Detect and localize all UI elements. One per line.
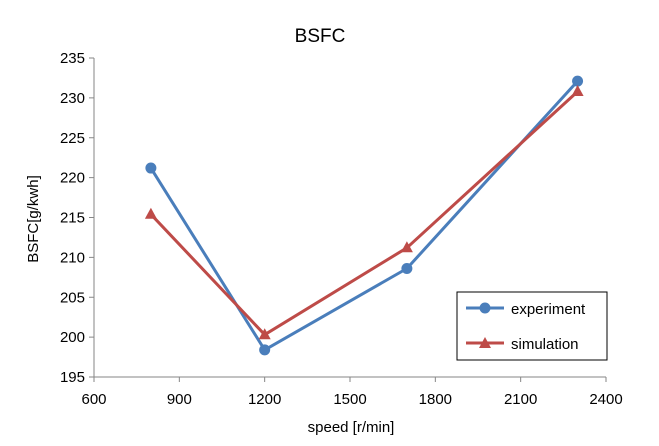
y-axis: 195 200 205 210 215 220 225 230 235 (60, 50, 95, 386)
y-tick-label: 235 (60, 50, 85, 67)
data-point-simulation (144, 207, 157, 219)
data-point-experiment (401, 263, 413, 275)
y-tick-label: 195 (60, 369, 85, 386)
legend-box (456, 291, 608, 361)
y-tick-label: 220 (60, 170, 85, 187)
x-tick-label: 2100 (504, 391, 537, 408)
x-tick-label: 1500 (333, 391, 366, 408)
legend-marker-experiment (479, 302, 491, 314)
y-tick-label: 205 (60, 289, 85, 306)
x-tick-label: 900 (167, 391, 192, 408)
x-tick-label: 1800 (419, 391, 452, 408)
y-tick-label: 230 (60, 90, 85, 107)
x-tick-label: 1200 (248, 391, 281, 408)
data-point-simulation (571, 85, 584, 96)
x-tick-label: 600 (81, 391, 106, 408)
y-tick-label: 210 (60, 249, 85, 266)
legend-label-simulation: simulation (511, 336, 579, 353)
y-tick-label: 215 (60, 210, 85, 227)
y-axis-title: BSFC[g/kwh] (25, 175, 42, 263)
y-tick-label: 200 (60, 329, 85, 346)
series-line-experiment (149, 80, 579, 352)
legend-label-experiment: experiment (511, 301, 586, 318)
plot-series (144, 75, 584, 356)
chart-title: BSFC (295, 26, 346, 47)
series-line-simulation (149, 90, 579, 337)
legend-item-experiment: experiment (466, 301, 586, 318)
legend: experiment simulation (456, 291, 608, 361)
x-tick-label: 2400 (589, 391, 622, 408)
x-axis-title: speed [r/min] (308, 419, 395, 436)
series-simulation (144, 85, 584, 340)
data-point-experiment (145, 162, 157, 174)
data-point-experiment (259, 344, 271, 356)
x-axis: 600 900 1200 1500 1800 2100 2400 (81, 376, 623, 408)
data-point-simulation (258, 328, 271, 340)
legend-item-simulation: simulation (466, 336, 579, 353)
series-experiment (145, 75, 584, 356)
legend-marker-simulation (479, 337, 491, 348)
data-point-simulation (400, 241, 413, 253)
y-tick-label: 225 (60, 130, 85, 147)
data-point-experiment (572, 75, 584, 87)
